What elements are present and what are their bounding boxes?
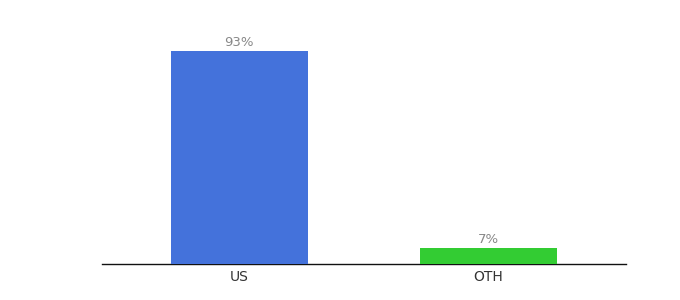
Text: 93%: 93% [224, 36, 254, 49]
Text: 7%: 7% [478, 233, 499, 246]
Bar [171, 51, 308, 264]
Bar [420, 248, 557, 264]
